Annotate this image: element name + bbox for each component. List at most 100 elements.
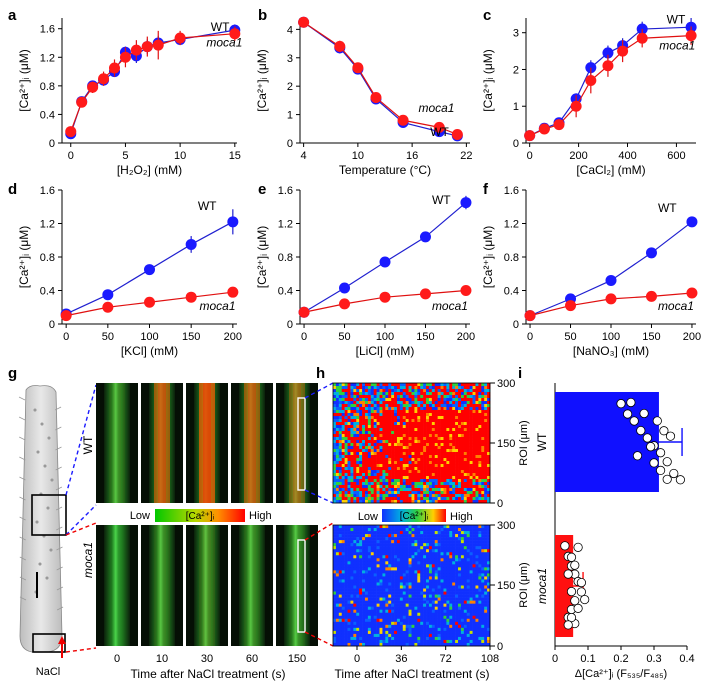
heatmap-cell (434, 534, 438, 538)
bar-xlabel: Δ[Ca²⁺]ᵢ (F₅₃₅/F₄₈₅) (575, 668, 667, 680)
heatmap-cell (484, 401, 488, 405)
heatmap-cell (431, 525, 436, 529)
heatmap-cell (347, 446, 351, 450)
root-hair-base (40, 422, 44, 426)
heatmap-cell (388, 630, 392, 635)
heatmap-cell (452, 500, 456, 504)
heatmap-cell (420, 494, 424, 498)
heatmap-cell (367, 534, 372, 538)
heatmap-cell (373, 467, 377, 471)
heatmap-cell (356, 458, 360, 462)
heatmap-cell (449, 627, 453, 632)
heatmap-cell (478, 413, 482, 417)
heatmap-cell (478, 416, 482, 420)
heatmap-cell (420, 558, 424, 562)
heatmap-cell (449, 479, 453, 483)
heatmap-cell (440, 404, 444, 408)
heatmap-cell (458, 446, 462, 450)
heatmap-cell (396, 582, 401, 586)
heatmap-cell (484, 485, 488, 489)
bar-category-moca1: moca1 (535, 568, 549, 604)
heatmap-cell (405, 564, 409, 568)
heatmap-cell (350, 431, 354, 435)
heatmap-cell (391, 591, 395, 595)
heatmap-cell (475, 618, 479, 623)
heatmap-cell (434, 627, 438, 632)
heatmap-cell (455, 458, 459, 462)
heatmap-cell (420, 473, 424, 477)
h-xtick-36: 36 (395, 653, 407, 665)
heatmap-cell (364, 558, 369, 562)
heatmap-cell (408, 395, 412, 399)
data-point-moca1 (298, 306, 310, 318)
heatmap-cell (411, 624, 415, 629)
heatmap-cell (379, 573, 383, 577)
heatmap-cell (420, 425, 424, 429)
heatmap-cell (443, 452, 447, 456)
heatmap-cell (344, 482, 348, 486)
tile-calcium-signal (244, 525, 260, 646)
heatmap-cell (382, 407, 386, 411)
heatmap-cell (420, 470, 424, 474)
heatmap-cell (408, 458, 412, 462)
heatmap-cell (370, 500, 375, 504)
heatmap-cell (460, 425, 465, 429)
heatmap-cell (469, 500, 473, 504)
heatmap-cell (376, 552, 380, 556)
heatmap-cell (440, 627, 444, 632)
heatmap-cell (333, 485, 337, 489)
heatmap-cell (382, 597, 386, 601)
heatmap-cell (478, 476, 482, 480)
heatmap-cell (385, 458, 389, 462)
heatmap-cell (478, 627, 482, 632)
heatmap-cell (455, 612, 459, 617)
heatmap-cell (391, 534, 395, 538)
heatmap-cell (391, 455, 395, 459)
heatmap-cell (487, 434, 491, 438)
heatmap-cell (335, 401, 340, 405)
heatmap-cell (478, 440, 482, 444)
heatmap-cell (434, 561, 438, 565)
heatmap-cell (333, 591, 337, 595)
heatmap-cell (428, 528, 433, 532)
heatmap-cell (452, 425, 456, 429)
time-tick-10: 10 (156, 653, 168, 665)
heatmap-cell (373, 497, 377, 501)
heatmap-cell (417, 537, 421, 541)
panel-letter-h: h (316, 365, 325, 382)
heatmap-cell (463, 437, 468, 441)
heatmap-cell (396, 485, 401, 489)
bar-datapoint (655, 465, 666, 476)
heatmap-cell (341, 407, 345, 411)
heatmap-cell (478, 579, 482, 583)
heatmap-cell (338, 558, 343, 562)
heatmap-cell (359, 600, 363, 604)
heatmap-cell (391, 612, 395, 617)
heatmap-cell (353, 425, 357, 429)
heatmap-cell (423, 558, 427, 562)
heatmap-cell (347, 494, 351, 498)
bar-category-wt: WT (535, 432, 549, 451)
heatmap-cell (411, 639, 415, 644)
heatmap-cell (463, 603, 468, 607)
data-point-moca1 (60, 310, 72, 322)
heatmap-cell (347, 452, 351, 456)
heatmap-cell (373, 579, 377, 583)
heatmap-cell (382, 458, 386, 462)
heatmap-cell (367, 410, 372, 414)
heatmap-cell (437, 464, 441, 468)
heatmap-cell (434, 558, 438, 562)
heatmap-cell (370, 401, 375, 405)
heatmap-cell (333, 395, 337, 399)
heatmap-cell (359, 537, 363, 541)
heatmap-cell (394, 537, 398, 541)
heatmap-cell (426, 392, 430, 396)
heatmap-cell (466, 416, 470, 420)
heatmap-cell (350, 633, 354, 638)
heatmap-cell (341, 440, 345, 444)
time-tick-150: 150 (288, 653, 306, 665)
heatmap-cell (373, 395, 377, 399)
heatmap-cell (405, 561, 409, 565)
h-xtick-72: 72 (440, 653, 452, 665)
heatmap-cell (344, 401, 348, 405)
